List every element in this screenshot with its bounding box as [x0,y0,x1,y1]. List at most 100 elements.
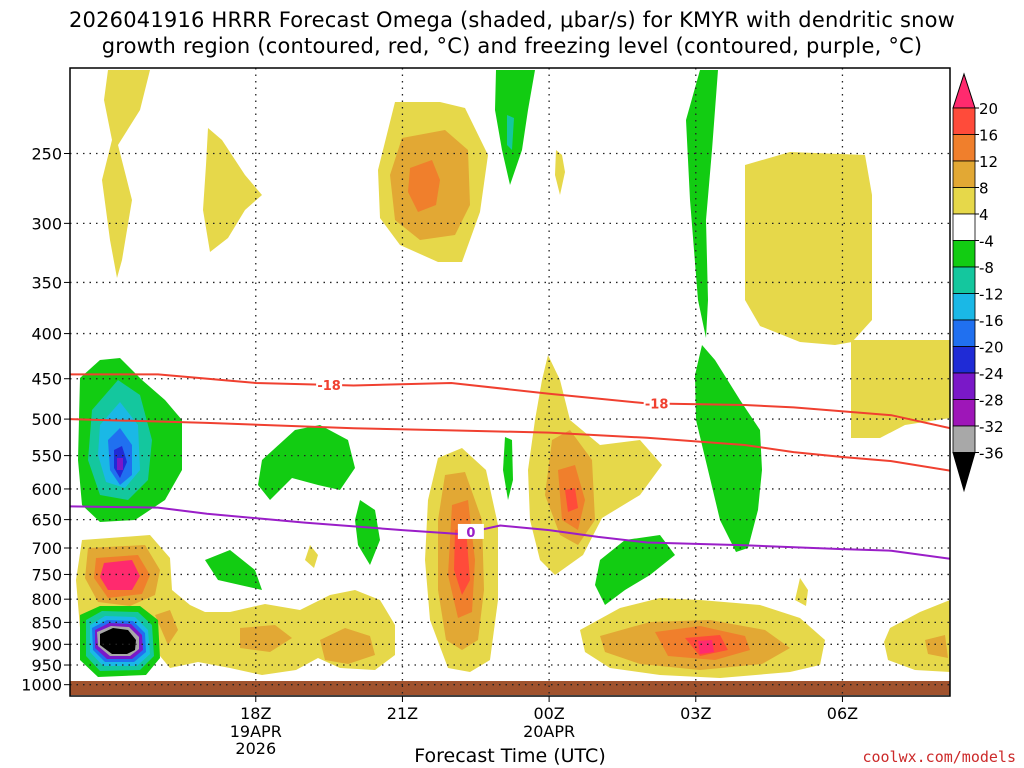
omega-blob [698,640,714,654]
omega-blob [355,500,380,565]
x-axis-label: Forecast Time (UTC) [414,745,606,767]
colorbar-label: -24 [979,365,1004,383]
contour-lines: -18 -18 0 [70,373,950,560]
y-tick-label: 600 [31,480,62,499]
omega-blob [240,625,292,652]
site-credit: coolwx.com/models [862,748,1016,766]
omega-blob [565,488,578,512]
chart-title-line-2: growth region (contoured, red, °C) and f… [101,34,923,58]
x-tick-sublabel: 20APR [523,722,575,741]
colorbar-swatch [952,213,976,241]
y-tick-label: 350 [31,273,62,292]
colorbar-label: 4 [979,206,989,224]
colorbar-label: -32 [979,418,1004,436]
colorbar-swatch [952,266,976,294]
omega-shading [70,70,950,695]
colorbar-bottom-arrow [952,452,976,493]
colorbar-swatch [952,399,976,427]
omega-blob [745,152,872,345]
colorbar-swatch [952,372,976,400]
omega-blob [305,545,318,568]
terrain-strip [70,681,950,695]
y-tick-label: 950 [31,656,62,675]
colorbar-swatch [952,240,976,268]
y-tick-label: 900 [31,635,62,654]
omega-blob [595,535,675,605]
omega-blob [495,70,535,185]
colorbar-swatch [952,293,976,321]
colorbar-swatch [952,425,976,453]
colorbar-swatch [952,187,976,215]
colorbar-swatch [952,319,976,347]
x-tick-label: 18Z [240,704,271,723]
omega-blob [408,160,440,212]
x-tick-label: 03Z [680,704,711,723]
colorbar-label: 16 [979,127,998,145]
y-tick-label: 250 [31,144,62,163]
omega-blob [100,628,136,654]
x-tick-label: 06Z [827,704,858,723]
omega-blob [686,70,718,338]
grid-lines [70,68,950,696]
colorbar: 20 16 12 8 4 -4 -8 -12 -16 -20 -24 -28 -32 -36 [952,72,1004,493]
colorbar-label: 8 [979,180,989,198]
omega-blob [507,115,514,150]
omega-blob [102,70,150,278]
omega-blob [695,345,762,552]
y-tick-label: 550 [31,447,62,466]
y-tick-label: 750 [31,565,62,584]
omega-blob [117,458,123,470]
colorbar-label: -8 [979,259,994,277]
omega-blob [155,610,178,645]
contour-label-bg [457,523,484,539]
omega-blob [555,150,565,195]
colorbar-label: 20 [979,100,998,118]
omega-blob [454,528,470,595]
contour-label: 0 [466,526,475,541]
colorbar-label: -36 [979,445,1004,463]
y-tick-label: 1000 [21,676,62,695]
y-tick-label: 450 [31,370,62,389]
y-tick-label: 400 [31,325,62,344]
y-tick-label: 500 [31,410,62,429]
colorbar-swatch [952,346,976,374]
y-tick-label: 650 [31,511,62,530]
chart-title-line-1: 2026041916 HRRR Forecast Omega (shaded, … [68,8,956,32]
omega-blob [320,628,375,664]
contour-label-bg [316,376,343,392]
x-tick-sublabel: 2026 [235,739,276,758]
y-tick-label: 800 [31,590,62,609]
omega-blob [925,635,948,658]
contour-line [70,505,950,560]
omega-blob [205,550,262,590]
x-tick-label: 00Z [533,704,564,723]
colorbar-swatch [952,107,976,135]
contour-label-bg [643,395,670,411]
contour-line [70,373,950,430]
x-tick-label: 21Z [387,704,418,723]
colorbar-label: -20 [979,339,1004,357]
x-tick-sublabel: 19APR [230,722,282,741]
colorbar-label: -28 [979,392,1004,410]
omega-blob [203,128,262,252]
colorbar-top-arrow [952,72,976,109]
colorbar-swatch [952,160,976,188]
y-axis: 250 300 350 400 450 500 550 600 650 700 750 800 850 9… [21,144,70,695]
contour-label: -18 [317,379,341,394]
colorbar-label: -4 [979,233,994,251]
contour-line [70,418,950,472]
y-tick-label: 850 [31,613,62,632]
contour-label: -18 [645,398,669,413]
colorbar-label: -16 [979,312,1004,330]
omega-blob [100,560,140,590]
omega-blob [258,425,355,500]
omega-blob [503,437,513,500]
plot-frame [69,67,951,697]
colorbar-label: 12 [979,153,998,171]
y-tick-label: 700 [31,539,62,558]
y-tick-label: 300 [31,214,62,233]
colorbar-swatch [952,134,976,162]
colorbar-label: -12 [979,286,1004,304]
